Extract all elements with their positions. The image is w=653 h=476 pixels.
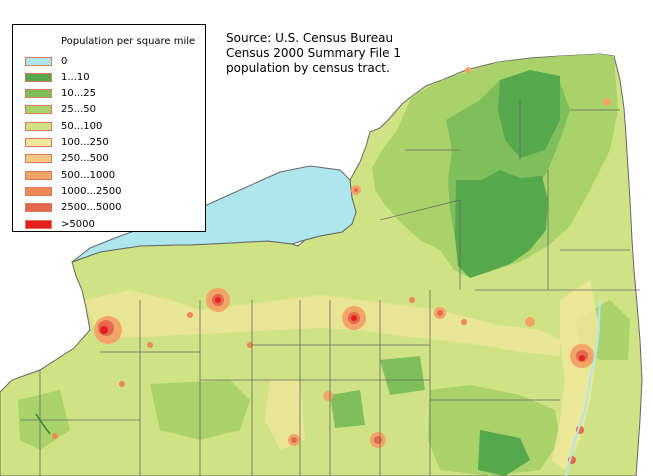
legend-swatch	[25, 56, 52, 66]
small-lake-lines	[35, 413, 51, 435]
forest-regions	[18, 54, 630, 476]
source-line-3: population by census tract.	[226, 61, 390, 75]
map-legend: Population per square mile 0 1...10 10...2…	[12, 24, 206, 232]
legend-swatch	[25, 154, 52, 164]
legend-label: 1...10	[61, 71, 90, 83]
legend-swatch	[25, 89, 52, 99]
legend-item: >5000	[25, 217, 95, 231]
legend-item: 25...50	[25, 103, 96, 117]
legend-item: 0	[25, 54, 67, 68]
legend-swatch	[25, 138, 52, 147]
legend-label: 25...50	[61, 104, 96, 116]
legend-item: 1000...2500	[25, 184, 121, 198]
legend-item: 500...1000	[25, 168, 115, 182]
legend-item: 100...250	[25, 136, 109, 150]
legend-label: >5000	[61, 218, 95, 230]
ithaca-area	[323, 391, 333, 401]
legend-label: 10...25	[61, 88, 96, 100]
legend-label: 500...1000	[61, 169, 116, 181]
source-line-2: Census 2000 Summary File 1	[226, 46, 401, 60]
legend-item: 250...500	[25, 152, 109, 166]
legend-label: 2500...5000	[61, 202, 122, 214]
legend-item: 50...100	[25, 119, 102, 133]
legend-swatch	[25, 219, 52, 229]
legend-swatch	[25, 170, 52, 180]
legend-swatch	[25, 186, 52, 196]
legend-swatch	[25, 105, 52, 115]
source-note: Source: U.S. Census Bureau Census 2000 S…	[226, 31, 401, 76]
legend-title: Population per square mile	[61, 36, 196, 47]
legend-item: 1...10	[25, 70, 90, 84]
legend-swatch	[25, 121, 52, 131]
legend-label: 100...250	[61, 137, 109, 148]
hudson-river	[565, 299, 601, 476]
legend-label: 50...100	[61, 120, 103, 132]
legend-label: 1000...2500	[61, 185, 122, 197]
settled-areas	[85, 280, 600, 470]
plattsburgh-area	[603, 98, 611, 106]
legend-label: 0	[61, 55, 68, 67]
legend-item: 10...25	[25, 87, 96, 101]
legend-item: 2500...5000	[25, 201, 121, 215]
urban-areas	[52, 67, 611, 464]
county-boundaries	[20, 100, 640, 476]
source-line-1: Source: U.S. Census Bureau	[226, 31, 394, 45]
legend-swatch	[25, 72, 52, 82]
legend-swatch	[25, 203, 52, 213]
legend-label: 250...500	[61, 153, 109, 165]
